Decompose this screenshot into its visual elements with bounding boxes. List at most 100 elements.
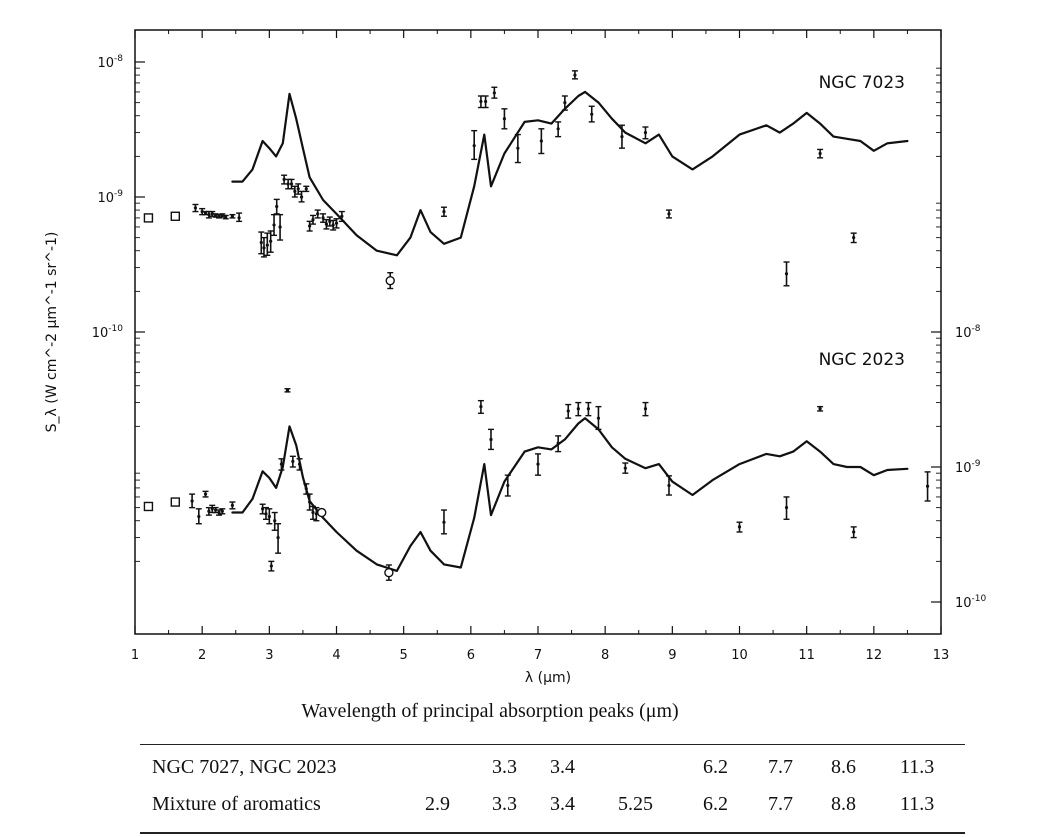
table-row: NGC 7027, NGC 2023 3.3 3.4 6.2 7.7 8.6 1… [140,756,965,786]
table-caption: Wavelength of principal absorption peaks… [301,700,679,722]
data-point [818,151,822,156]
absorption-peaks-table: Wavelength of principal absorption peaks… [140,690,970,835]
data-point [563,101,567,105]
data-point-circle [385,275,395,286]
data-layer: NGC 7023 NGC 2023 [143,70,931,581]
data-point-circle [317,507,327,518]
data-point-square [143,213,154,223]
data-point [643,130,648,135]
data-point [556,127,560,131]
data-point [282,177,286,182]
data-point [237,216,241,220]
table-cell: 3.4 [550,756,575,778]
data-point [267,514,271,519]
data-point [224,215,228,219]
spectrum-chart: 1 2 3 4 5 6 7 8 9 10 11 12 13 10-810-910-10 10-810-9… [44,29,987,686]
data-point [667,483,671,488]
x-tick-label: 13 [933,648,950,663]
table-cell: 11.3 [900,793,935,815]
table-cell: 2.9 [425,793,450,815]
data-point [230,214,234,218]
data-point [784,506,789,510]
x-tick-label: 4 [332,648,340,663]
data-point [516,146,520,150]
table-cell: 6.2 [703,793,728,815]
data-point [286,182,290,186]
data-point [197,514,201,519]
panel-ngc-2023: NGC 2023 [143,350,931,581]
y-right-tick-label: 10-8 [955,324,981,341]
data-point-circle [384,567,394,578]
table-cell: 7.7 [768,793,793,815]
y-tick-label: 10-8 [97,54,123,71]
table-cell: 5.25 [618,793,653,815]
data-point [278,225,282,229]
x-tick-label: 8 [601,648,609,663]
data-point-square [143,501,154,512]
data-point [324,222,329,226]
model-curve [231,90,909,257]
data-point [492,91,496,95]
table-cell: 7.7 [768,756,793,778]
data-point [299,195,304,199]
data-point [479,405,483,409]
table-cell: 3.3 [492,793,517,815]
data-point [276,535,280,540]
data-point [285,388,290,392]
table-row: Mixture of aromatics 2.9 3.3 3.4 5.25 6.… [140,793,965,823]
x-tick-label: 9 [668,648,676,663]
row-label: NGC 7027, NGC 2023 [152,756,337,778]
x-tick-label: 3 [265,648,273,663]
data-point [620,135,624,139]
data-point [506,483,510,488]
data-point [220,213,224,218]
table-cell: 8.6 [831,756,856,778]
data-point [262,246,266,250]
data-point [203,492,208,496]
data-point [193,206,198,210]
data-point [784,272,789,276]
data-point [207,213,211,217]
data-point [259,240,263,245]
data-point [304,187,308,191]
data-point [484,99,488,104]
data-point [321,216,325,220]
table-cell: 6.2 [703,756,728,778]
data-point [230,503,234,507]
data-point [590,112,594,116]
data-point [210,212,214,216]
data-point [667,212,671,216]
data-point [220,509,224,513]
panel-ngc-7023: NGC 7023 [143,70,909,290]
data-point [596,416,601,420]
table-cell: 8.8 [831,793,856,815]
table-top-rule [140,744,965,745]
data-point [852,530,856,534]
data-point [265,243,269,247]
data-point [308,500,312,504]
data-point [203,211,208,215]
x-tick-label: 1 [131,648,139,663]
data-point-square [170,497,181,507]
data-point-square [170,211,181,221]
data-point [273,519,277,523]
data-point [489,437,493,442]
data-point [308,224,312,228]
data-point [502,117,507,121]
data-point [331,223,335,227]
data-point [293,189,297,194]
data-point [737,525,742,529]
left-y-axis: 10-8 10-9 10-10 [92,54,145,562]
data-point [472,144,476,148]
data-point [190,499,194,503]
y-tick-label: 10-10 [92,324,124,341]
data-point [536,462,540,466]
data-point [275,204,279,209]
model-curve [231,417,909,573]
table-cell: 3.3 [492,756,517,778]
data-point [279,462,284,466]
data-point [200,209,204,214]
x-tick-label: 11 [798,648,815,663]
data-point [264,512,268,516]
x-tick-label: 6 [467,648,475,663]
